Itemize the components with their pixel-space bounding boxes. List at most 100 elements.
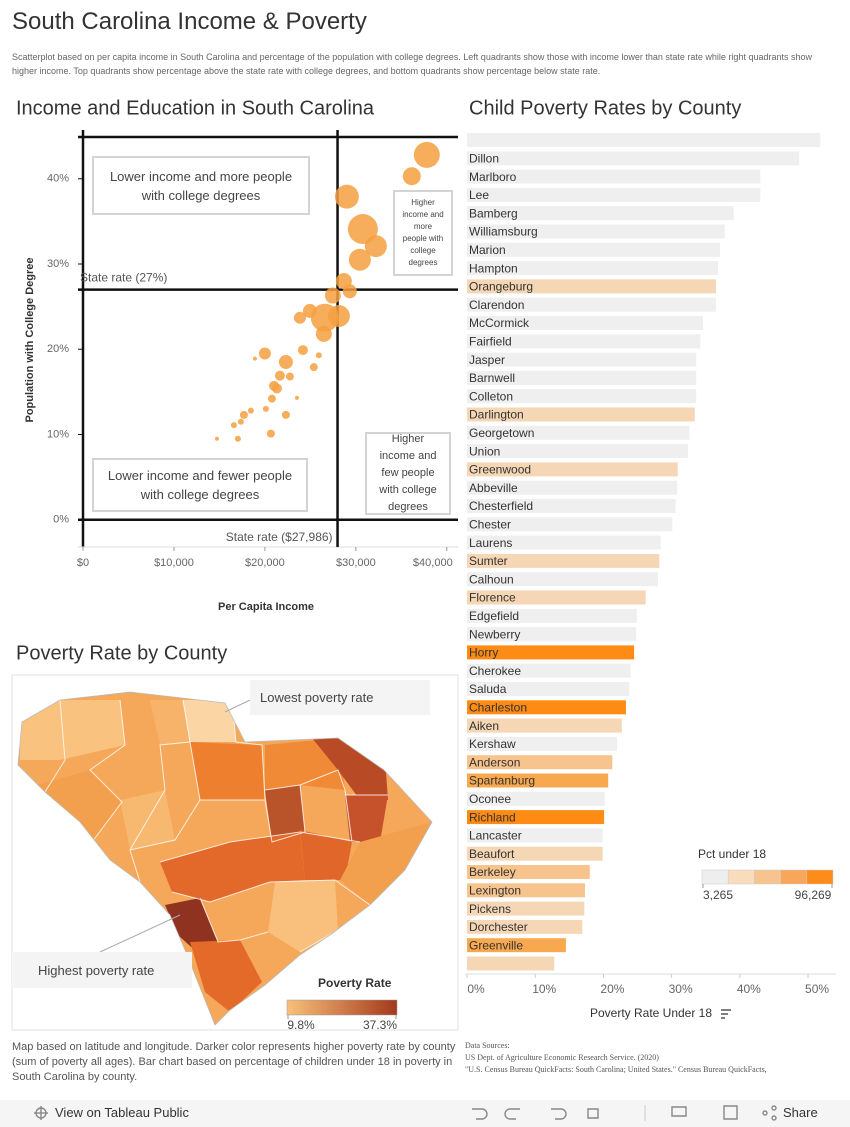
callout-line — [99, 914, 181, 953]
quadrant-label: Lower income and fewer people with colle… — [92, 458, 308, 512]
legend-min: 9.8% — [287, 1018, 315, 1032]
bar — [467, 261, 719, 276]
bar — [467, 682, 630, 696]
x-tick-label: 50% — [805, 982, 829, 996]
bar — [467, 810, 605, 825]
quadrant-label: Lower income and more people with colleg… — [92, 156, 310, 215]
point — [258, 347, 271, 360]
category-label: Pickens — [469, 902, 511, 916]
category-label: Charleston — [469, 700, 527, 714]
x-axis-label: Per Capita Income — [218, 601, 314, 613]
point — [267, 394, 276, 403]
bar — [467, 663, 631, 678]
view-on-tableau[interactable]: View on Tableau Public — [55, 1105, 189, 1120]
legend-swatch — [780, 869, 808, 885]
bar — [467, 389, 697, 404]
x-tick-label: 0% — [467, 982, 485, 996]
bar — [467, 151, 800, 166]
bar — [467, 517, 673, 532]
bar — [467, 206, 734, 221]
category-label: Laurens — [469, 536, 512, 550]
point — [230, 422, 237, 429]
category-label: Oconee — [469, 792, 511, 806]
quadrant-label: Higher income and more people with colle… — [393, 190, 453, 276]
chart-title: Child Poverty Rates by County — [469, 97, 741, 119]
category-label: Union — [469, 444, 500, 458]
sort-icon — [721, 1009, 731, 1019]
point — [252, 356, 257, 361]
bar — [467, 316, 703, 330]
page-subtitle: Scatterplot based on per capita income i… — [12, 52, 812, 76]
x-tick-label: $0 — [77, 557, 89, 569]
legend-max: 37.3% — [363, 1018, 397, 1032]
bar — [467, 956, 555, 971]
x-tick-label: 10% — [532, 982, 556, 996]
category-label: Anderson — [469, 755, 520, 769]
toolbar-icons — [34, 1105, 777, 1121]
point — [364, 235, 387, 258]
bar — [467, 590, 646, 605]
category-label: Orangeburg — [469, 280, 533, 294]
point — [247, 407, 254, 414]
toolbar — [0, 1100, 850, 1127]
point — [309, 363, 318, 372]
legend-title: Pct under 18 — [698, 847, 766, 861]
category-label: Dillon — [469, 151, 499, 165]
category-label: Darlington — [469, 408, 524, 422]
legend-max: 96,269 — [795, 888, 832, 902]
category-label: Beaufort — [469, 847, 515, 861]
bar — [467, 553, 660, 568]
category-label: Bamberg — [469, 206, 518, 220]
bar — [467, 535, 661, 550]
bar — [467, 462, 678, 477]
map-callout: Highest poverty rate — [12, 952, 192, 988]
share-button[interactable]: Share — [783, 1105, 818, 1120]
bar — [467, 700, 626, 715]
legend-swatch — [727, 869, 755, 885]
category-label: Edgefield — [469, 609, 519, 623]
category-label: Florence — [469, 591, 516, 605]
category-label: Lancaster — [469, 829, 522, 843]
legend-swatch — [701, 869, 729, 885]
point — [297, 345, 308, 356]
point — [269, 380, 280, 391]
bar — [467, 187, 761, 202]
point — [413, 141, 440, 168]
source-line: Data Sources: — [465, 1041, 510, 1050]
point — [348, 248, 371, 271]
category-label: Dorchester — [469, 920, 528, 934]
category-label: Greenwood — [469, 463, 531, 477]
point — [342, 284, 357, 299]
source-line: US Dept. of Agriculture Economic Researc… — [465, 1053, 659, 1062]
point — [294, 395, 299, 400]
legend-min: 3,265 — [703, 888, 733, 902]
category-label: Lee — [469, 188, 489, 202]
category-label: Williamsburg — [469, 225, 538, 239]
legend-swatch — [806, 869, 834, 885]
category-label: McCormick — [469, 316, 530, 330]
category-label: Colleton — [469, 389, 513, 403]
category-label: Barnwell — [469, 371, 515, 385]
category-label: Richland — [469, 810, 516, 824]
bar — [467, 499, 676, 513]
bar — [467, 828, 603, 843]
x-tick-label: $30,000 — [336, 557, 376, 569]
data-sources: Data Sources: US Dept. of Agriculture Ec… — [465, 1040, 845, 1088]
category-label: Lexington — [469, 883, 521, 897]
map-callout: Lowest poverty rate — [250, 680, 430, 715]
bar — [467, 297, 716, 312]
category-label: Jasper — [469, 353, 505, 367]
bar — [467, 883, 585, 898]
x-axis-label: Poverty Rate Under 18 — [590, 1006, 712, 1020]
bar — [467, 133, 821, 147]
bar — [467, 608, 637, 623]
bar — [467, 169, 761, 184]
point — [324, 287, 341, 304]
bar — [467, 242, 721, 257]
point — [315, 352, 322, 359]
category-label: Fairfield — [469, 334, 512, 348]
point — [274, 370, 285, 381]
bar — [467, 773, 609, 788]
